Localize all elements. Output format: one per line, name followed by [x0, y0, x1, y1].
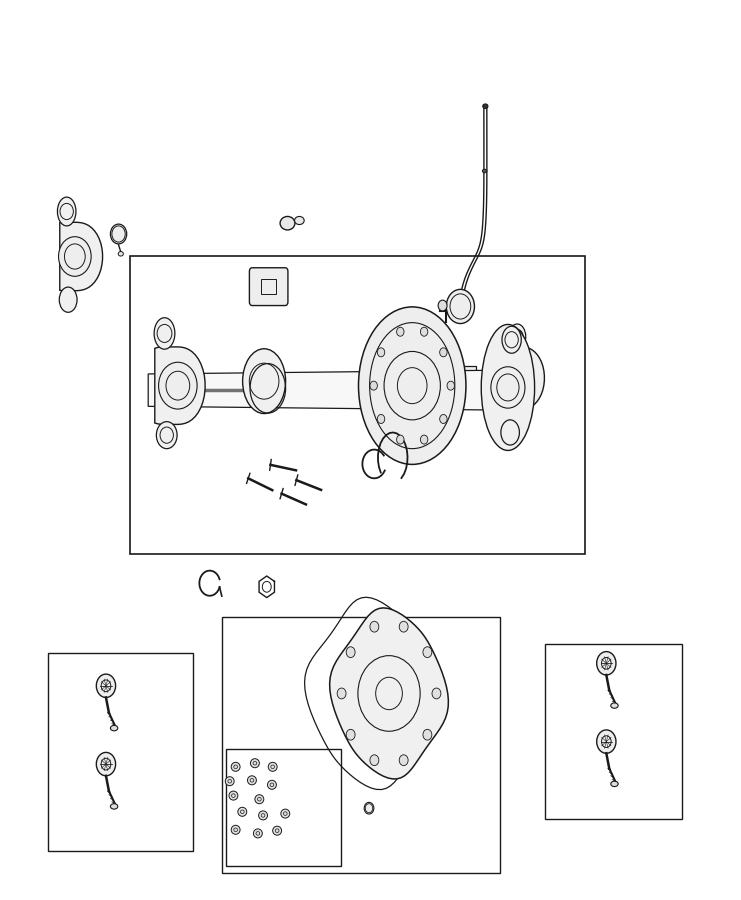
Circle shape	[370, 755, 379, 766]
Ellipse shape	[611, 781, 618, 787]
Ellipse shape	[481, 325, 534, 451]
Circle shape	[439, 347, 447, 356]
Ellipse shape	[281, 809, 290, 818]
Circle shape	[346, 647, 355, 658]
Polygon shape	[148, 371, 485, 410]
Ellipse shape	[482, 169, 487, 173]
Circle shape	[420, 435, 428, 444]
Ellipse shape	[96, 674, 116, 698]
Circle shape	[399, 621, 408, 632]
Ellipse shape	[229, 791, 238, 800]
Ellipse shape	[501, 419, 519, 446]
Bar	[545, 644, 682, 819]
Circle shape	[439, 415, 447, 424]
Polygon shape	[155, 346, 205, 425]
Ellipse shape	[491, 367, 525, 409]
Ellipse shape	[364, 803, 373, 814]
Ellipse shape	[255, 795, 264, 804]
Circle shape	[399, 755, 408, 766]
Circle shape	[370, 621, 379, 632]
Ellipse shape	[597, 730, 616, 753]
Bar	[262, 279, 276, 293]
Circle shape	[370, 382, 377, 391]
Ellipse shape	[250, 759, 259, 768]
Ellipse shape	[273, 826, 282, 835]
Ellipse shape	[359, 307, 466, 464]
Ellipse shape	[295, 217, 305, 224]
Ellipse shape	[110, 224, 127, 244]
Polygon shape	[60, 222, 102, 291]
Ellipse shape	[259, 811, 268, 820]
Ellipse shape	[59, 237, 91, 276]
Ellipse shape	[154, 318, 175, 349]
Circle shape	[423, 647, 432, 658]
Ellipse shape	[268, 762, 277, 771]
Ellipse shape	[253, 829, 262, 838]
Ellipse shape	[242, 348, 285, 413]
Ellipse shape	[597, 652, 616, 675]
Ellipse shape	[96, 752, 116, 776]
Ellipse shape	[225, 777, 234, 786]
Ellipse shape	[502, 327, 521, 353]
Ellipse shape	[110, 725, 118, 731]
Circle shape	[396, 328, 404, 337]
Ellipse shape	[483, 104, 488, 109]
Ellipse shape	[118, 252, 123, 256]
Ellipse shape	[268, 780, 276, 789]
Ellipse shape	[156, 421, 177, 449]
Bar	[226, 749, 341, 866]
Ellipse shape	[238, 807, 247, 816]
Circle shape	[346, 729, 355, 740]
Bar	[48, 652, 193, 850]
Circle shape	[438, 301, 447, 311]
Circle shape	[447, 382, 454, 391]
Circle shape	[432, 688, 441, 698]
Circle shape	[377, 347, 385, 356]
Ellipse shape	[446, 290, 474, 324]
Ellipse shape	[500, 360, 530, 396]
Bar	[222, 616, 500, 873]
Bar	[459, 366, 476, 386]
Bar	[130, 256, 585, 554]
Ellipse shape	[508, 406, 525, 429]
Polygon shape	[505, 346, 545, 410]
Ellipse shape	[231, 762, 240, 771]
Ellipse shape	[508, 324, 525, 349]
Ellipse shape	[448, 382, 456, 397]
Circle shape	[396, 435, 404, 444]
Ellipse shape	[59, 287, 77, 312]
Circle shape	[420, 328, 428, 337]
Ellipse shape	[159, 362, 197, 409]
Circle shape	[337, 688, 346, 698]
Circle shape	[423, 729, 432, 740]
Polygon shape	[330, 608, 448, 778]
FancyBboxPatch shape	[250, 268, 288, 306]
Ellipse shape	[247, 776, 256, 785]
Ellipse shape	[231, 825, 240, 834]
Ellipse shape	[280, 217, 295, 230]
Ellipse shape	[110, 804, 118, 809]
Ellipse shape	[611, 703, 618, 708]
Circle shape	[377, 415, 385, 424]
Ellipse shape	[57, 197, 76, 226]
